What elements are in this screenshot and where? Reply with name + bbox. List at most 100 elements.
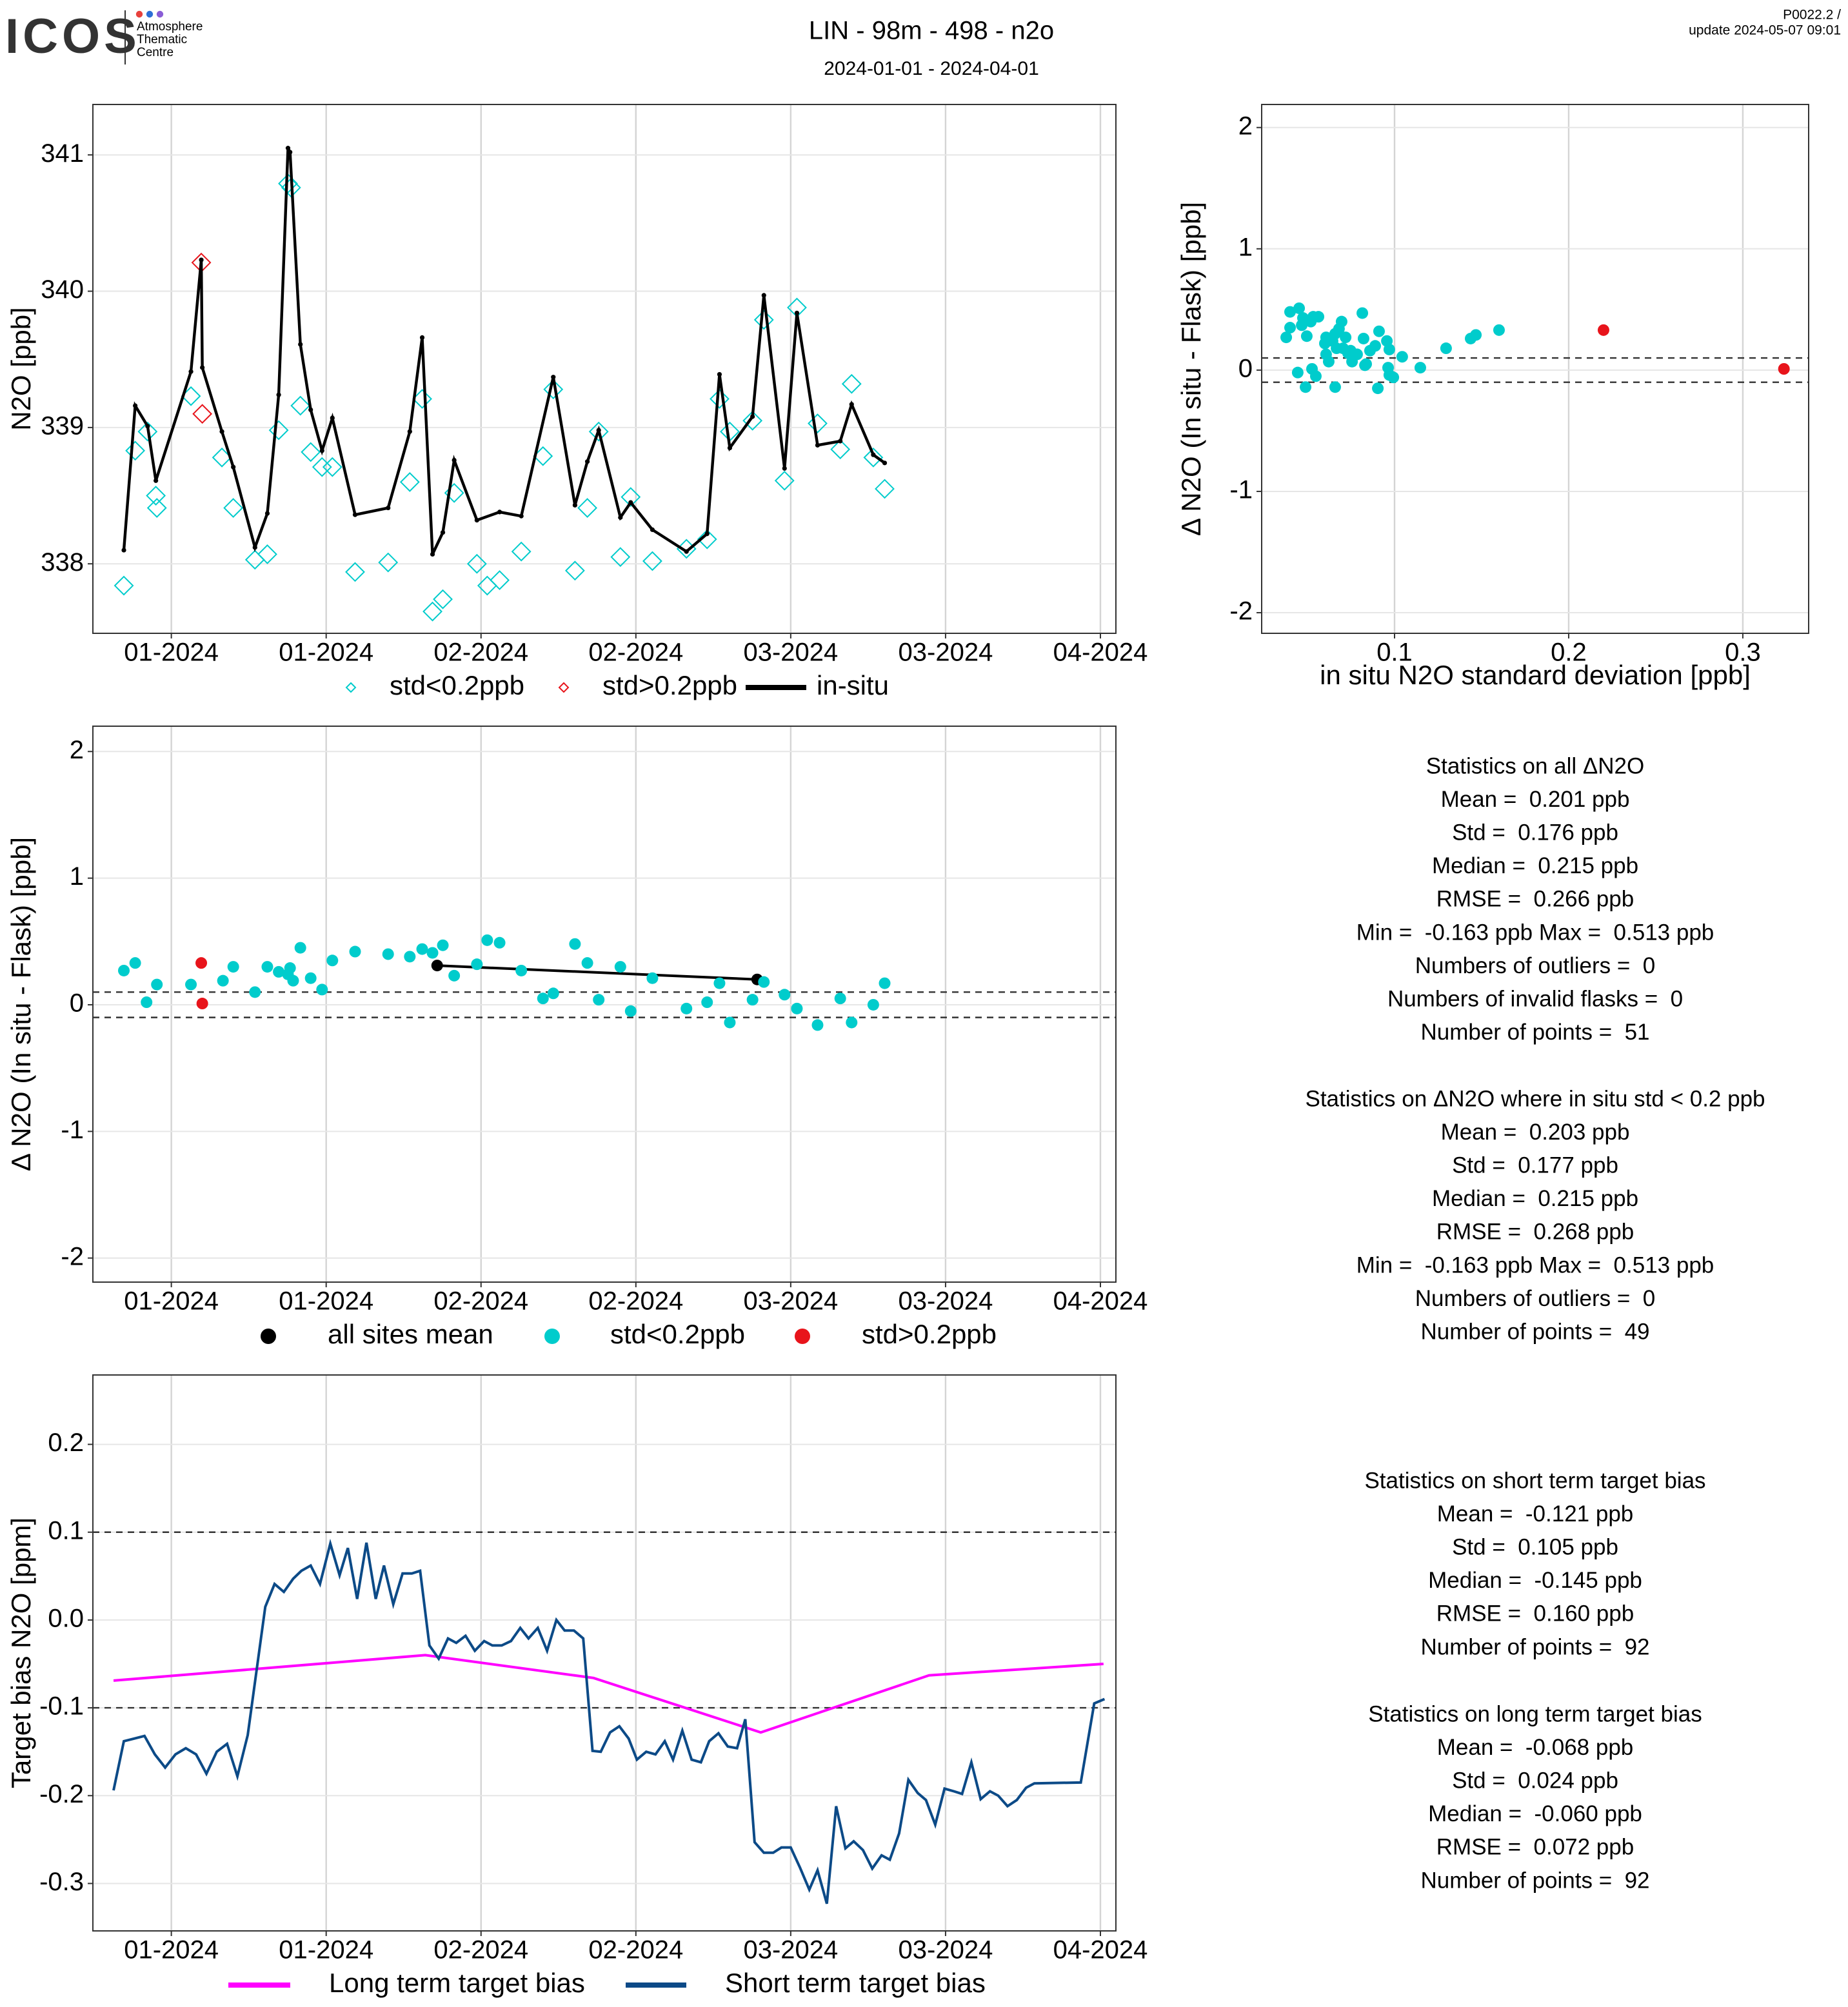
point <box>1357 332 1369 344</box>
point <box>727 445 733 451</box>
point <box>219 429 224 434</box>
y-tick-label: 1 <box>70 862 84 891</box>
point <box>285 146 291 151</box>
line <box>122 147 886 555</box>
x-tick-label: 02-2024 <box>433 1936 528 1964</box>
point <box>834 993 846 1005</box>
point <box>791 1002 803 1014</box>
point <box>121 548 126 553</box>
point <box>551 375 556 380</box>
point <box>114 575 134 596</box>
point <box>1597 324 1609 336</box>
point <box>593 994 605 1006</box>
point <box>618 515 623 520</box>
point <box>322 457 343 477</box>
point <box>841 373 862 394</box>
point <box>125 440 146 461</box>
point <box>879 977 891 989</box>
point <box>433 589 453 609</box>
point <box>261 961 273 973</box>
point <box>871 452 876 457</box>
point <box>1280 331 1293 344</box>
stats-line: Mean = 0.203 ppb <box>1441 1120 1630 1145</box>
x-tick-label: 01-2024 <box>279 638 373 667</box>
point <box>624 1005 637 1017</box>
x-tick-label: 01-2024 <box>124 638 219 667</box>
logo-subtitle: Centre <box>137 46 174 59</box>
point <box>294 942 306 954</box>
point <box>681 1002 693 1014</box>
point <box>1356 307 1369 319</box>
y-tick-label: 0.2 <box>48 1429 84 1457</box>
point <box>1372 382 1384 395</box>
x-tick-label: 01-2024 <box>279 1936 373 1964</box>
point <box>1383 343 1395 355</box>
x-tick-label: 0.2 <box>1551 638 1587 667</box>
point <box>753 310 774 330</box>
legend-label: Long term target bias <box>329 1968 585 1998</box>
point <box>650 527 655 532</box>
point <box>345 562 365 582</box>
point <box>795 1329 810 1344</box>
point <box>684 549 689 554</box>
point <box>257 544 277 564</box>
point <box>537 993 549 1005</box>
point <box>298 342 303 347</box>
point <box>1387 371 1400 384</box>
point <box>308 407 313 413</box>
point <box>301 442 321 462</box>
point <box>252 545 257 550</box>
point <box>278 173 298 193</box>
stats-line: Min = -0.163 ppb Max = 0.513 ppb <box>1356 1252 1714 1278</box>
y-tick-label: 341 <box>41 139 84 168</box>
y-axis-title: Δ N2O (In situ - Flask) [ppb] <box>1176 202 1206 536</box>
stats-line: Number of points = 51 <box>1420 1020 1649 1045</box>
legend-label: std<0.2ppb <box>390 670 524 700</box>
y-tick-label: 0 <box>1238 354 1253 382</box>
legend-label: std>0.2ppb <box>862 1319 997 1349</box>
stats-line: Min = -0.163 ppb Max = 0.513 ppb <box>1356 920 1714 945</box>
point <box>1284 322 1297 334</box>
point <box>345 682 357 693</box>
point <box>288 150 293 155</box>
y-tick-label: -1 <box>61 1116 84 1144</box>
point <box>621 487 641 508</box>
point <box>746 994 759 1006</box>
point <box>875 479 895 499</box>
point <box>227 961 239 973</box>
point <box>717 371 722 377</box>
point <box>448 969 461 982</box>
stats-line: Median = 0.215 ppb <box>1432 1186 1638 1211</box>
point <box>511 541 532 562</box>
point <box>782 466 787 471</box>
point <box>543 379 564 400</box>
point <box>1284 306 1297 318</box>
stats-line: Number of points = 92 <box>1420 1634 1649 1659</box>
point <box>572 502 577 508</box>
point <box>1470 329 1482 341</box>
x-tick-label: 03-2024 <box>743 638 838 667</box>
x-tick-label: 01-2024 <box>124 1936 219 1964</box>
y-tick-label: 0.1 <box>48 1516 84 1545</box>
point <box>146 486 166 506</box>
point <box>1778 363 1790 375</box>
point <box>264 511 270 516</box>
point <box>319 448 324 453</box>
x-tick-label: 02-2024 <box>588 638 683 667</box>
line <box>113 1654 1104 1734</box>
stats-line: Std = 0.176 ppb <box>1452 820 1618 845</box>
x-tick-label: 0.3 <box>1725 638 1761 667</box>
y-tick-label: -2 <box>61 1242 84 1270</box>
point <box>185 978 197 991</box>
logo-dot <box>156 10 164 18</box>
point <box>141 996 153 1009</box>
stats-line: Std = 0.177 ppb <box>1452 1152 1618 1178</box>
point <box>471 958 483 971</box>
point <box>849 402 854 407</box>
stats-line: Numbers of invalid flasks = 0 <box>1387 986 1683 1011</box>
point <box>519 513 524 519</box>
point <box>697 529 717 549</box>
x-tick-label: 02-2024 <box>433 638 528 667</box>
legend-label: std<0.2ppb <box>610 1319 745 1349</box>
